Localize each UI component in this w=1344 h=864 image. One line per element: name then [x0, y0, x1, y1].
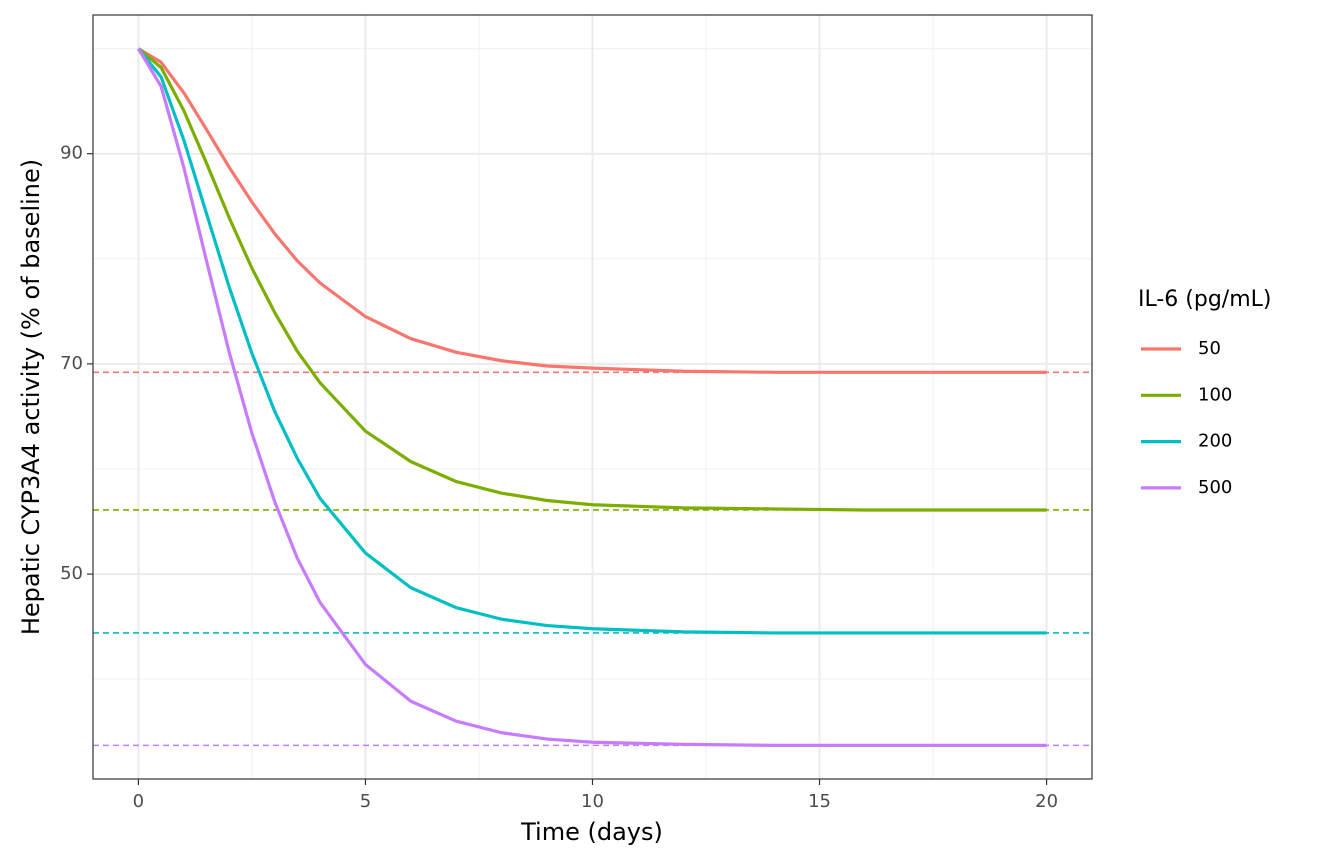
x-axis-label: Time (days): [520, 818, 663, 846]
legend-title: IL-6 (pg/mL): [1138, 287, 1271, 312]
x-tick-label: 10: [581, 791, 604, 812]
legend: 50 100 200 500: [1141, 338, 1232, 498]
series-line: [137, 47, 1047, 374]
legend-label: 100: [1198, 384, 1232, 405]
series-line: [137, 47, 1047, 512]
legend-label: 200: [1198, 431, 1232, 452]
grid: [93, 15, 1092, 779]
y-axis-label: Hepatic CYP3A4 activity (% of baseline): [17, 159, 45, 635]
y-tick-label: 70: [60, 353, 83, 374]
series-line: [137, 47, 1047, 635]
x-tick-label: 15: [808, 791, 831, 812]
series-line: [137, 47, 1047, 747]
plot-area: [93, 47, 1092, 747]
x-tick-label: 20: [1035, 791, 1058, 812]
legend-label: 50: [1198, 338, 1221, 359]
legend-label: 500: [1198, 477, 1232, 498]
x-tick-label: 0: [133, 791, 144, 812]
y-tick-label: 50: [60, 563, 83, 584]
x-tick-label: 5: [360, 791, 371, 812]
y-tick-label: 90: [60, 143, 83, 164]
